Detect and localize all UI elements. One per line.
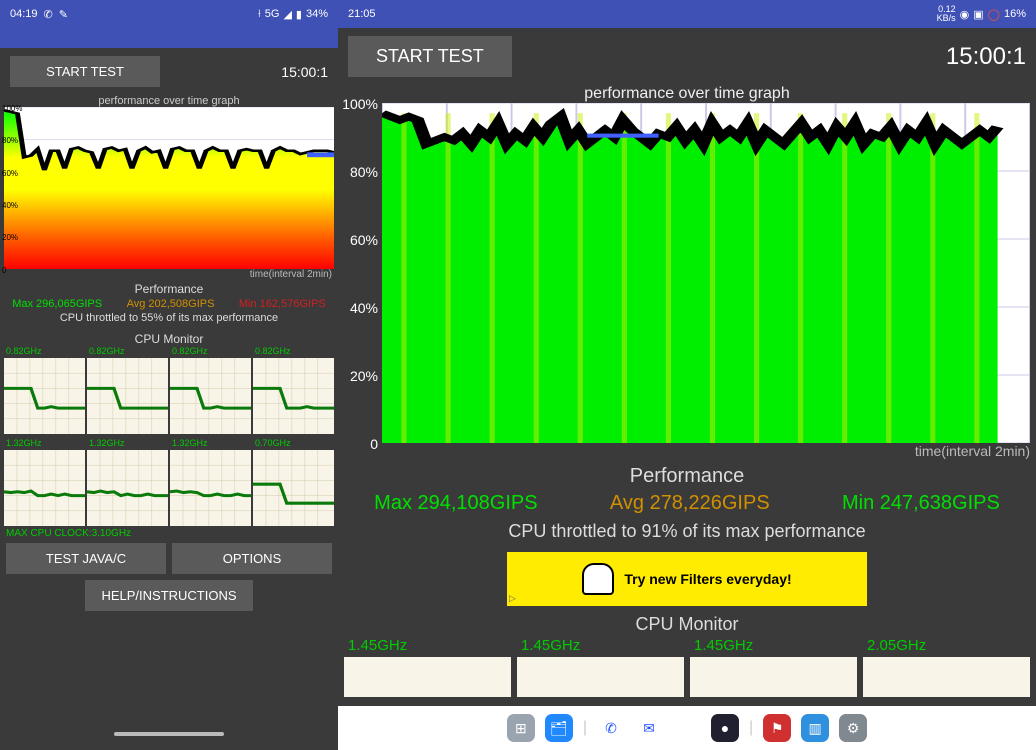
max-value: Max 296,065GIPS bbox=[12, 298, 102, 310]
cpu-core-freq: 0.82GHz bbox=[255, 346, 291, 356]
timer: 15:00:1 bbox=[281, 64, 328, 80]
dock-apps-icon[interactable]: ⊞ bbox=[507, 714, 535, 742]
cpu-core-chart: 0.82GHz bbox=[4, 358, 85, 434]
nav-gesture-hint bbox=[0, 732, 338, 750]
status-time: 21:05 bbox=[348, 8, 376, 20]
cpu-core-freq: 1.32GHz bbox=[6, 438, 42, 448]
status-bar-right: 21:05 0.12 KB/s ◉ ▣ ◯ 16% bbox=[338, 0, 1036, 28]
cpu-core-chart: 1.32GHz bbox=[87, 450, 168, 526]
throttle-text: CPU throttled to 55% of its max performa… bbox=[0, 312, 338, 324]
dock-benchmark-icon[interactable]: ▥ bbox=[801, 714, 829, 742]
perf-label: Performance bbox=[338, 465, 1036, 488]
cpu-core-freq: 1.45GHz bbox=[348, 637, 407, 654]
cpu-core-chart: 2.05GHz bbox=[863, 657, 1030, 697]
dock-phone-icon[interactable]: ✆ bbox=[597, 714, 625, 742]
test-java-c-button[interactable]: TEST JAVA/C bbox=[6, 543, 166, 574]
cpu-core-freq: 1.32GHz bbox=[89, 438, 125, 448]
dock-separator: | bbox=[749, 719, 753, 737]
edit-icon: ✎ bbox=[59, 8, 68, 21]
cpu-core-chart: 1.45GHz bbox=[517, 657, 684, 697]
perf-chart-left: 100%80%60%40%20%0 bbox=[4, 107, 334, 269]
battery-pct: 16% bbox=[1004, 8, 1026, 20]
battery-icon: ▮ bbox=[296, 8, 302, 21]
dock-chrome-icon[interactable]: ◉ bbox=[673, 714, 701, 742]
cpu-monitor-title: CPU Monitor bbox=[0, 332, 338, 346]
cpu-core-freq: 0.82GHz bbox=[6, 346, 42, 356]
kbs-unit: KB/s bbox=[937, 13, 956, 23]
dock-files-icon[interactable]: 🗂 bbox=[545, 714, 573, 742]
max-value: Max 294,108GIPS bbox=[374, 492, 537, 515]
perf-chart-right: 100%80%60%40%20%0 bbox=[382, 103, 1030, 443]
cpu-core-freq: 0.82GHz bbox=[172, 346, 208, 356]
screenshot-icon: ▣ bbox=[973, 8, 983, 21]
help-button[interactable]: HELP/INSTRUCTIONS bbox=[85, 580, 252, 611]
status-time: 04:19 bbox=[10, 8, 38, 20]
dock-bar: ⊞ 🗂 | ✆ ✉ ◉ ● | ⚑ ▥ ⚙ bbox=[338, 706, 1036, 750]
ad-text: Try new Filters everyday! bbox=[624, 571, 791, 587]
whatsapp-icon: ✆ bbox=[44, 8, 53, 21]
right-panel: 21:05 0.12 KB/s ◉ ▣ ◯ 16% START TEST 15:… bbox=[338, 0, 1036, 750]
throttle-text: CPU throttled to 91% of its max performa… bbox=[338, 521, 1036, 542]
options-button[interactable]: OPTIONS bbox=[172, 543, 332, 574]
cpu-core-chart: 0.82GHz bbox=[87, 358, 168, 434]
dock-separator: | bbox=[583, 719, 587, 737]
dock-settings-icon[interactable]: ⚙ bbox=[839, 714, 867, 742]
nfc-icon: ⟊ bbox=[258, 8, 261, 21]
network-label: 5G bbox=[265, 8, 280, 20]
cpu-core-chart: 1.45GHz bbox=[344, 657, 511, 697]
cpu-core-freq: 0.70GHz bbox=[255, 438, 291, 448]
cpu-core-freq: 2.05GHz bbox=[867, 637, 926, 654]
snapchat-icon bbox=[582, 563, 614, 595]
left-panel: 04:19 ✆ ✎ ⟊ 5G ◢ ▮ 34% START TEST 15:00:… bbox=[0, 0, 338, 750]
chart-title: performance over time graph bbox=[0, 95, 338, 107]
status-bar-left: 04:19 ✆ ✎ ⟊ 5G ◢ ▮ 34% bbox=[0, 0, 338, 28]
avg-value: Avg 202,508GIPS bbox=[127, 298, 215, 310]
app-bar-left bbox=[0, 28, 338, 48]
start-test-button[interactable]: START TEST bbox=[348, 36, 512, 77]
cpu-core-chart: 0.82GHz bbox=[170, 358, 251, 434]
cpu-core-chart: 1.45GHz bbox=[690, 657, 857, 697]
avg-value: Avg 278,226GIPS bbox=[610, 492, 770, 515]
cpu-core-freq: 1.45GHz bbox=[521, 637, 580, 654]
min-value: Min 162,576GIPS bbox=[239, 298, 326, 310]
signal-icon: ◢ bbox=[283, 8, 291, 21]
cpu-core-freq: 1.45GHz bbox=[694, 637, 753, 654]
ad-marker-icon: ▷ bbox=[509, 593, 516, 604]
chart-title: performance over time graph bbox=[338, 85, 1036, 103]
cpu-monitor-title: CPU Monitor bbox=[338, 614, 1036, 635]
cpu-core-freq: 0.82GHz bbox=[89, 346, 125, 356]
dock-messages-icon[interactable]: ✉ bbox=[635, 714, 663, 742]
wifi-icon: ◉ bbox=[960, 8, 970, 21]
x-caption: time(interval 2min) bbox=[338, 443, 1036, 459]
ad-banner[interactable]: Try new Filters everyday! ▷ bbox=[507, 552, 867, 606]
battery-pct: 34% bbox=[306, 8, 328, 20]
cpu-core-chart: 1.32GHz bbox=[4, 450, 85, 526]
cpu-core-chart: 0.70GHz bbox=[253, 450, 334, 526]
max-cpu-clock: MAX CPU CLOCK:3.10GHz bbox=[0, 528, 338, 539]
cpu-core-freq: 1.32GHz bbox=[172, 438, 208, 448]
cpu-core-chart: 0.82GHz bbox=[253, 358, 334, 434]
x-caption: time(interval 2min) bbox=[0, 269, 338, 280]
timer: 15:00:1 bbox=[946, 43, 1026, 71]
dock-flag-icon[interactable]: ⚑ bbox=[763, 714, 791, 742]
perf-label: Performance bbox=[0, 282, 338, 296]
start-test-button[interactable]: START TEST bbox=[10, 56, 160, 87]
min-value: Min 247,638GIPS bbox=[842, 492, 1000, 515]
cpu-core-chart: 1.32GHz bbox=[170, 450, 251, 526]
battery-ring-icon: ◯ bbox=[988, 8, 1000, 21]
dock-camera-icon[interactable]: ● bbox=[711, 714, 739, 742]
